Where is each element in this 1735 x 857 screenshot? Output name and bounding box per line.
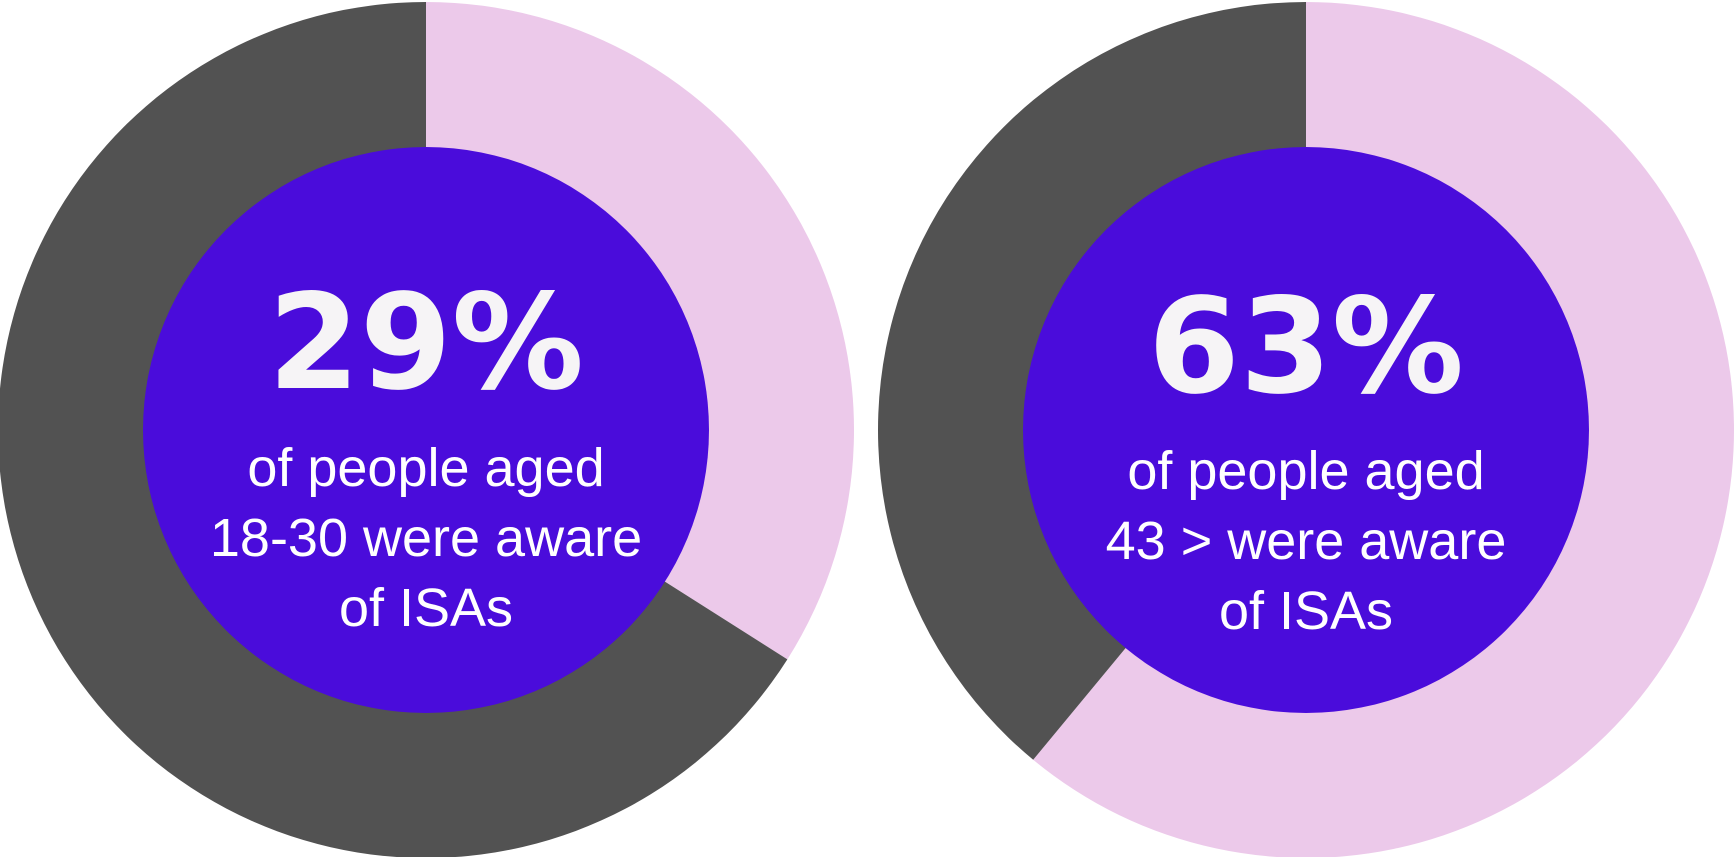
donut-1-value-label: 29% <box>268 266 584 420</box>
donut-chart-2: 63% of people aged 43 > were aware of IS… <box>878 2 1734 857</box>
donut-2-caption-line-2: 43 > were aware <box>1106 511 1507 571</box>
donut-1-caption-line-3: of ISAs <box>339 578 513 638</box>
donut-1-center <box>143 147 709 713</box>
donut-1-caption-line-1: of people aged <box>247 438 604 498</box>
donut-2-caption-line-1: of people aged <box>1127 441 1484 501</box>
donut-2-caption-line-3: of ISAs <box>1219 581 1393 641</box>
donut-1-caption-line-2: 18-30 were aware <box>210 508 642 568</box>
donut-2-center <box>1023 147 1589 713</box>
donut-chart-1: 29% of people aged 18-30 were aware of I… <box>0 2 854 857</box>
donut-2-value-label: 63% <box>1148 270 1464 424</box>
